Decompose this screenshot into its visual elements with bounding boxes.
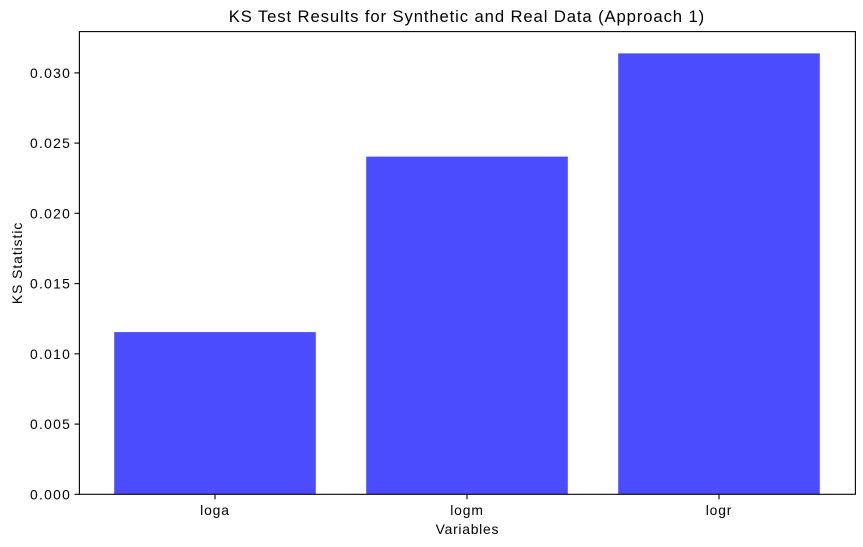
svg-text:0.010: 0.010 [30,346,71,362]
svg-text:KS Statistic: KS Statistic [9,222,25,304]
svg-text:0.005: 0.005 [30,416,71,432]
svg-text:0.000: 0.000 [30,486,71,502]
svg-text:logr: logr [706,502,733,518]
svg-text:Variables: Variables [436,521,499,537]
svg-text:logm: logm [450,502,483,518]
svg-text:0.015: 0.015 [30,276,71,292]
svg-text:0.030: 0.030 [30,65,71,81]
svg-text:0.020: 0.020 [30,205,71,221]
svg-text:KS Test Results for Synthetic: KS Test Results for Synthetic and Real D… [229,7,705,26]
svg-text:0.025: 0.025 [30,135,71,151]
svg-text:loga: loga [200,502,230,518]
